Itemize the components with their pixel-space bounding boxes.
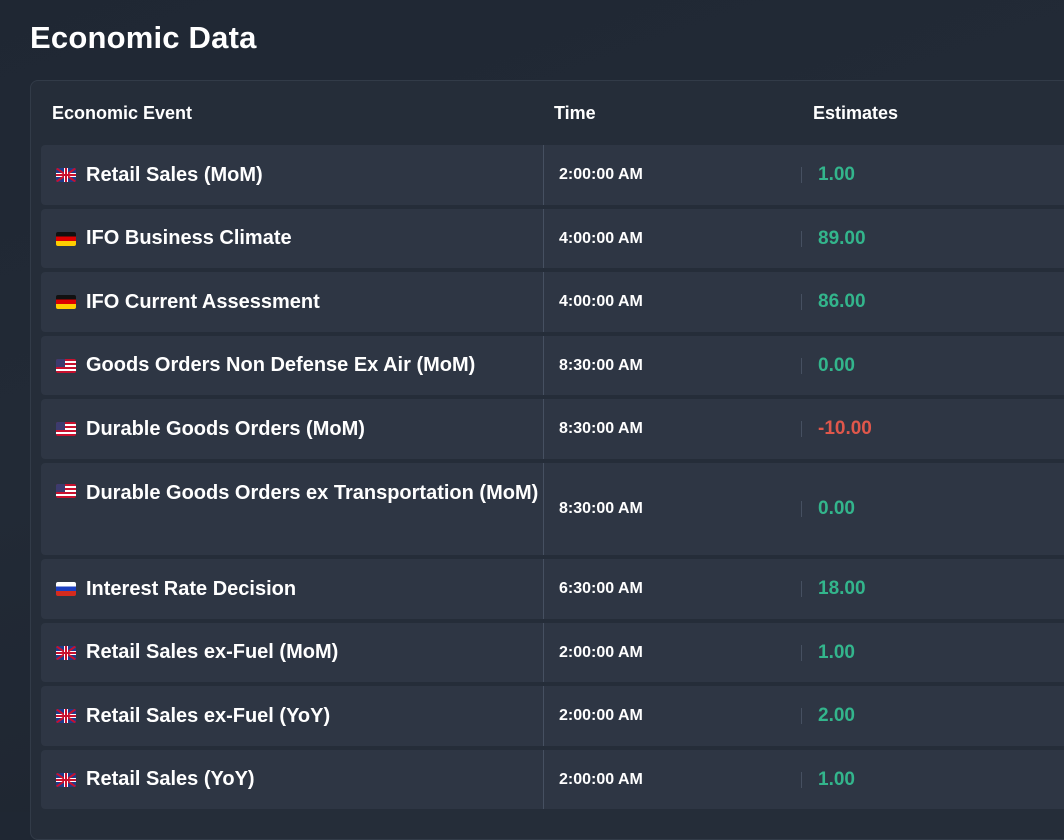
event-cell: Retail Sales (MoM) bbox=[41, 145, 541, 205]
estimate-cell: 86.00 bbox=[801, 272, 866, 332]
event-cell: Retail Sales ex-Fuel (YoY) bbox=[41, 686, 541, 746]
event-cell: Interest Rate Decision bbox=[41, 559, 541, 619]
event-name: Interest Rate Decision bbox=[86, 577, 297, 600]
page-title: Economic Data bbox=[30, 20, 257, 55]
estimate-cell: 18.00 bbox=[801, 559, 866, 619]
ru-flag-icon bbox=[56, 582, 76, 596]
event-time: 4:00:00 AM bbox=[559, 229, 643, 247]
event-name: Durable Goods Orders (MoM) bbox=[86, 417, 365, 440]
time-cell: 2:00:00 AM bbox=[543, 686, 643, 746]
event-time: 4:00:00 AM bbox=[559, 293, 643, 310]
time-cell: 8:30:00 AM bbox=[543, 336, 643, 395]
us-flag-icon bbox=[56, 484, 76, 498]
estimate-cell: 0.00 bbox=[801, 336, 855, 395]
time-cell: 2:00:00 AM bbox=[543, 623, 643, 682]
event-name: Retail Sales (YoY) bbox=[86, 768, 255, 790]
table-row[interactable]: IFO Business Climate 4:00:00 AM 89.00 bbox=[41, 209, 1064, 268]
event-time: 2:00:00 AM bbox=[559, 643, 643, 661]
estimate-cell: -10.00 bbox=[801, 399, 872, 459]
column-divider bbox=[801, 167, 802, 183]
table-row[interactable]: Interest Rate Decision 6:30:00 AM 18.00 bbox=[41, 559, 1064, 619]
event-time: 6:30:00 AM bbox=[559, 580, 643, 597]
table-row[interactable]: IFO Current Assessment 4:00:00 AM 86.00 bbox=[41, 272, 1064, 332]
header-economic-event[interactable]: Economic Event bbox=[52, 103, 193, 123]
estimate-value: 1.00 bbox=[818, 164, 855, 185]
event-name: IFO Business Climate bbox=[86, 227, 292, 249]
column-divider bbox=[801, 708, 802, 724]
event-time: 2:00:00 AM bbox=[559, 707, 643, 724]
column-divider bbox=[801, 501, 802, 517]
estimate-value: 86.00 bbox=[818, 291, 866, 312]
event-cell: IFO Current Assessment bbox=[41, 272, 541, 332]
uk-flag-icon bbox=[56, 645, 76, 660]
time-cell: 8:30:00 AM bbox=[543, 399, 643, 459]
event-cell: Durable Goods Orders ex Transportation (… bbox=[41, 463, 541, 555]
estimate-value: 0.00 bbox=[818, 354, 855, 376]
economic-data-table: Economic Event Time Estimates Retail Sal… bbox=[30, 80, 1064, 840]
table-header: Economic Event Time Estimates bbox=[31, 81, 1064, 145]
event-name: Retail Sales ex-Fuel (YoY) bbox=[86, 704, 331, 727]
column-divider bbox=[801, 421, 802, 437]
event-cell: Durable Goods Orders (MoM) bbox=[41, 399, 541, 459]
estimate-value: 2.00 bbox=[818, 705, 855, 726]
column-divider bbox=[801, 581, 802, 597]
event-name: Retail Sales (MoM) bbox=[86, 163, 263, 186]
estimate-cell: 1.00 bbox=[801, 623, 855, 682]
event-name: Retail Sales ex-Fuel (MoM) bbox=[86, 641, 339, 663]
table-row[interactable]: Retail Sales (MoM) 2:00:00 AM 1.00 bbox=[41, 145, 1064, 205]
table-row[interactable]: Durable Goods Orders (MoM) 8:30:00 AM -1… bbox=[41, 399, 1064, 459]
column-divider bbox=[801, 231, 802, 247]
us-flag-icon bbox=[56, 358, 76, 373]
column-divider bbox=[801, 358, 802, 374]
event-name: IFO Current Assessment bbox=[86, 290, 320, 313]
event-cell: Retail Sales (YoY) bbox=[41, 750, 541, 809]
time-cell: 8:30:00 AM bbox=[543, 463, 643, 555]
event-cell: IFO Business Climate bbox=[41, 209, 541, 268]
table-row[interactable]: Goods Orders Non Defense Ex Air (MoM) 8:… bbox=[41, 336, 1064, 395]
header-time[interactable]: Time bbox=[554, 103, 596, 123]
de-flag-icon bbox=[56, 295, 76, 309]
event-cell: Goods Orders Non Defense Ex Air (MoM) bbox=[41, 336, 541, 395]
event-time: 8:30:00 AM bbox=[559, 420, 643, 437]
event-cell: Retail Sales ex-Fuel (MoM) bbox=[41, 623, 541, 682]
column-divider bbox=[801, 645, 802, 661]
header-estimates[interactable]: Estimates bbox=[813, 103, 899, 123]
time-cell: 4:00:00 AM bbox=[543, 209, 643, 268]
estimate-value: 1.00 bbox=[818, 641, 855, 663]
time-cell: 6:30:00 AM bbox=[543, 559, 643, 619]
table-row[interactable]: Durable Goods Orders ex Transportation (… bbox=[41, 463, 1064, 555]
table-row[interactable]: Retail Sales (YoY) 2:00:00 AM 1.00 bbox=[41, 750, 1064, 809]
event-time: 8:30:00 AM bbox=[559, 356, 643, 374]
time-cell: 2:00:00 AM bbox=[543, 750, 643, 809]
column-divider bbox=[801, 294, 802, 310]
us-flag-icon bbox=[56, 422, 76, 436]
estimate-cell: 1.00 bbox=[801, 750, 855, 809]
time-cell: 4:00:00 AM bbox=[543, 272, 643, 332]
estimate-value: -10.00 bbox=[818, 418, 872, 439]
uk-flag-icon bbox=[56, 772, 76, 787]
estimate-value: 1.00 bbox=[818, 768, 855, 790]
table-row[interactable]: Retail Sales ex-Fuel (YoY) 2:00:00 AM 2.… bbox=[41, 686, 1064, 746]
table-row[interactable]: Retail Sales ex-Fuel (MoM) 2:00:00 AM 1.… bbox=[41, 623, 1064, 682]
estimate-value: 18.00 bbox=[818, 578, 866, 599]
event-time: 2:00:00 AM bbox=[559, 166, 643, 183]
uk-flag-icon bbox=[56, 168, 76, 182]
event-time: 2:00:00 AM bbox=[559, 770, 643, 788]
time-cell: 2:00:00 AM bbox=[543, 145, 643, 205]
estimate-cell: 89.00 bbox=[801, 209, 866, 268]
estimate-cell: 0.00 bbox=[801, 463, 855, 555]
event-time: 8:30:00 AM bbox=[559, 500, 643, 517]
uk-flag-icon bbox=[56, 709, 76, 723]
estimate-cell: 1.00 bbox=[801, 145, 855, 205]
event-name: Durable Goods Orders ex Transportation (… bbox=[86, 482, 539, 504]
event-name: Goods Orders Non Defense Ex Air (MoM) bbox=[86, 354, 476, 376]
estimate-value: 89.00 bbox=[818, 227, 866, 249]
estimate-value: 0.00 bbox=[818, 498, 855, 519]
de-flag-icon bbox=[56, 231, 76, 246]
column-divider bbox=[801, 772, 802, 788]
estimate-cell: 2.00 bbox=[801, 686, 855, 746]
